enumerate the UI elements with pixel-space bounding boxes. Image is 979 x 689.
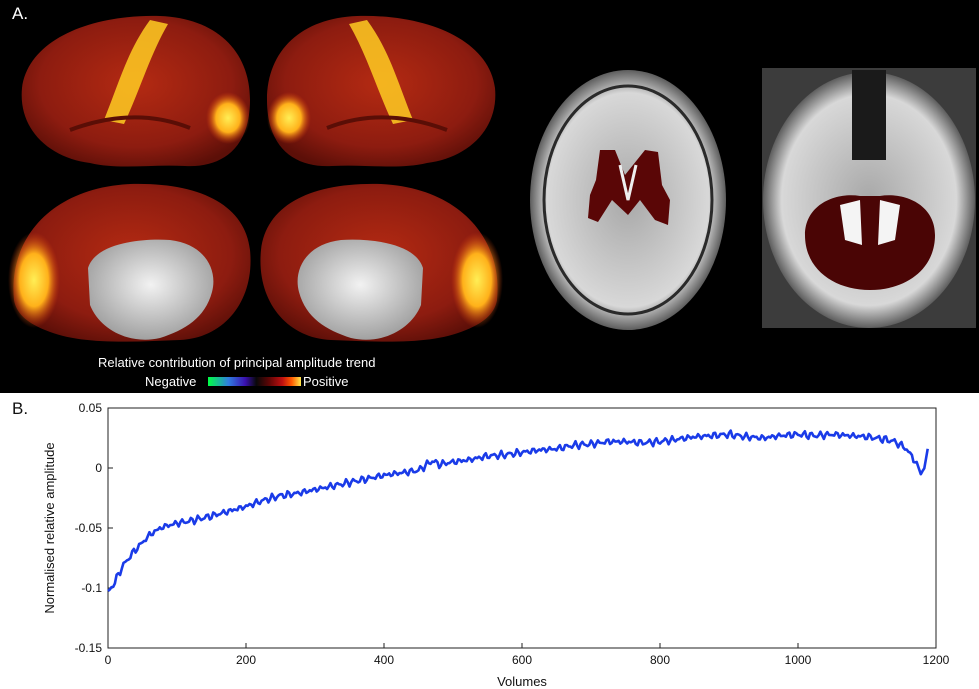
left-medial-cortex xyxy=(8,183,251,342)
y-axis-title: Normalised relative amplitude xyxy=(42,442,57,613)
x-tick-label: 1000 xyxy=(785,653,812,667)
colorbar-negative-label: Negative xyxy=(145,374,197,389)
right-lateral-cortex xyxy=(267,15,496,167)
amplitude-trend-chart: 0 200 400 600 800 1000 1200 -0.15 -0.1 -0.05 0 0.0… xyxy=(42,401,950,689)
y-tick-label: -0.05 xyxy=(75,521,103,535)
y-tick-label: 0.05 xyxy=(79,401,103,415)
axial-slice-cerebellum xyxy=(762,68,976,328)
right-medial-cortex xyxy=(260,183,503,342)
x-axis-title: Volumes xyxy=(497,674,547,689)
panel-a-label: A. xyxy=(12,4,29,23)
x-tick-label: 200 xyxy=(236,653,256,667)
y-tick-label: 0 xyxy=(95,461,102,475)
plot-frame xyxy=(107,407,937,649)
x-axis: 0 200 400 600 800 1000 1200 xyxy=(105,643,950,667)
x-tick-label: 0 xyxy=(105,653,112,667)
panel-b-label: B. xyxy=(12,399,29,418)
brain-figure-panel: A. Relative contribution of principal am… xyxy=(0,0,979,393)
x-tick-label: 400 xyxy=(374,653,394,667)
x-tick-label: 1200 xyxy=(923,653,950,667)
y-tick-label: -0.15 xyxy=(75,641,103,655)
x-tick-label: 800 xyxy=(650,653,670,667)
colorbar-title: Relative contribution of principal ampli… xyxy=(98,355,376,370)
left-lateral-cortex xyxy=(21,15,250,167)
brain-images xyxy=(8,15,976,342)
colorbar xyxy=(208,377,301,386)
axial-slice-subcortical xyxy=(530,70,726,330)
y-axis: -0.15 -0.1 -0.05 0 0.05 xyxy=(75,401,113,655)
y-tick-label: -0.1 xyxy=(81,581,102,595)
series-line xyxy=(107,429,929,593)
colorbar-positive-label: Positive xyxy=(303,374,349,389)
x-tick-label: 600 xyxy=(512,653,532,667)
